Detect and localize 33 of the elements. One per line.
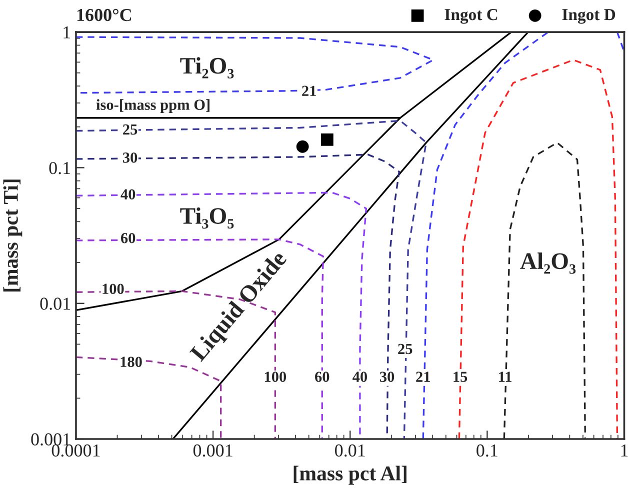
legend-label: Ingot C: [444, 8, 498, 24]
annotation: 180: [120, 356, 142, 368]
annotation: 100: [102, 284, 124, 294]
annotation: 40: [120, 189, 136, 200]
x-tick-label: 0.0001: [52, 444, 100, 457]
annotation: 11: [499, 372, 512, 382]
annotation: 15: [454, 372, 468, 382]
x-tick-label: 0.1: [476, 444, 498, 457]
y-tick-label: 0.001: [31, 433, 70, 446]
x-tick-label: 1: [621, 444, 628, 456]
annotation: Al₂O₃: [520, 252, 576, 274]
x-tick-label: 0.01: [335, 444, 365, 457]
annotation: 25: [398, 344, 412, 354]
y-axis-title: [mass pct Ti]: [3, 180, 22, 292]
y-tick-label: 1: [64, 26, 70, 38]
annotation: 40: [352, 372, 368, 382]
annotation: Ti₃O₅: [180, 207, 234, 229]
annotation: 60: [120, 232, 136, 244]
chart-title: 1600°C: [77, 8, 131, 22]
annotation: iso-[mass ppm O]: [96, 99, 210, 114]
x-axis-title: [mass pct Al]: [294, 466, 406, 485]
annotation: 21: [416, 372, 430, 382]
x-tick-label: 0.001: [193, 444, 232, 457]
annotation: 21: [302, 86, 316, 96]
y-tick-label: 0.1: [49, 162, 70, 174]
annotation: 100: [264, 372, 286, 382]
legend-label: Ingot D: [562, 9, 616, 24]
annotation: Ti₂O₃: [180, 57, 234, 78]
annotation: 60: [315, 372, 330, 382]
y-tick-label: 0.01: [40, 298, 70, 310]
annotation: 25: [123, 124, 138, 135]
annotation: 30: [122, 152, 138, 163]
annotation: 30: [380, 372, 394, 382]
